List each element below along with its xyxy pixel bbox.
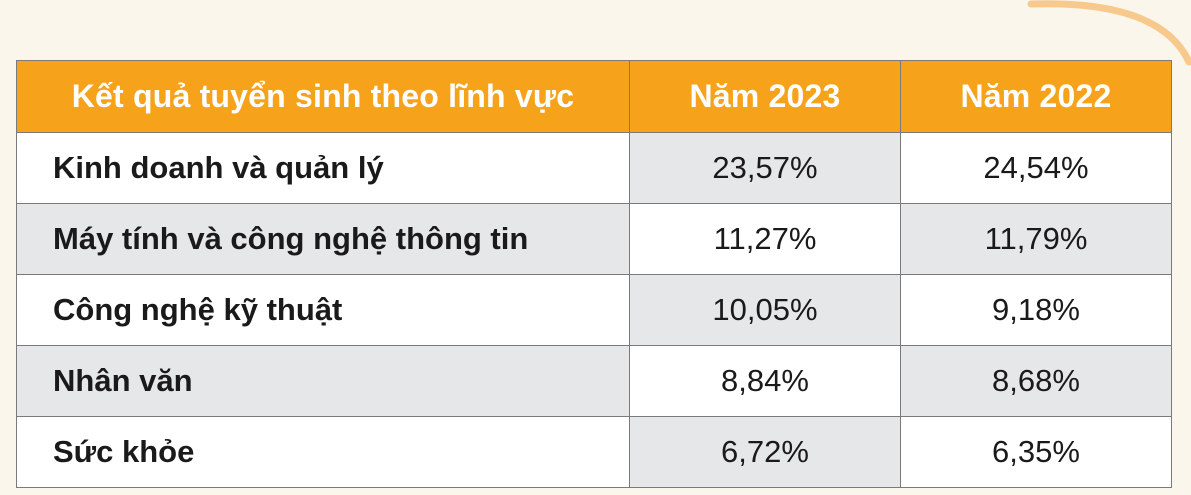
value-2022: 24,54% [900, 132, 1172, 204]
value-2023: 10,05% [629, 274, 901, 346]
value-2023: 8,84% [629, 345, 901, 417]
value-2023: 23,57% [629, 132, 901, 204]
header-field: Kết quả tuyển sinh theo lĩnh vực [16, 60, 630, 133]
table-row: Máy tính và công nghệ thông tin 11,27% 1… [16, 203, 1172, 275]
table-row: Công nghệ kỹ thuật 10,05% 9,18% [16, 274, 1172, 346]
table-row: Nhân văn 8,84% 8,68% [16, 345, 1172, 417]
header-year-2023: Năm 2023 [629, 60, 901, 133]
value-2022: 8,68% [900, 345, 1172, 417]
value-2022: 6,35% [900, 416, 1172, 488]
row-label: Sức khỏe [16, 416, 630, 488]
enrollment-table: Kết quả tuyển sinh theo lĩnh vực Năm 202… [16, 60, 1172, 488]
value-2022: 11,79% [900, 203, 1172, 275]
value-2023: 11,27% [629, 203, 901, 275]
enrollment-table-container: Kết quả tuyển sinh theo lĩnh vực Năm 202… [16, 60, 1172, 488]
table-header-row: Kết quả tuyển sinh theo lĩnh vực Năm 202… [16, 60, 1172, 133]
header-year-2022: Năm 2022 [900, 60, 1172, 133]
value-2023: 6,72% [629, 416, 901, 488]
table-row: Kinh doanh và quản lý 23,57% 24,54% [16, 132, 1172, 204]
row-label: Nhân văn [16, 345, 630, 417]
row-label: Công nghệ kỹ thuật [16, 274, 630, 346]
row-label: Kinh doanh và quản lý [16, 132, 630, 204]
table-row: Sức khỏe 6,72% 6,35% [16, 416, 1172, 488]
row-label: Máy tính và công nghệ thông tin [16, 203, 630, 275]
value-2022: 9,18% [900, 274, 1172, 346]
